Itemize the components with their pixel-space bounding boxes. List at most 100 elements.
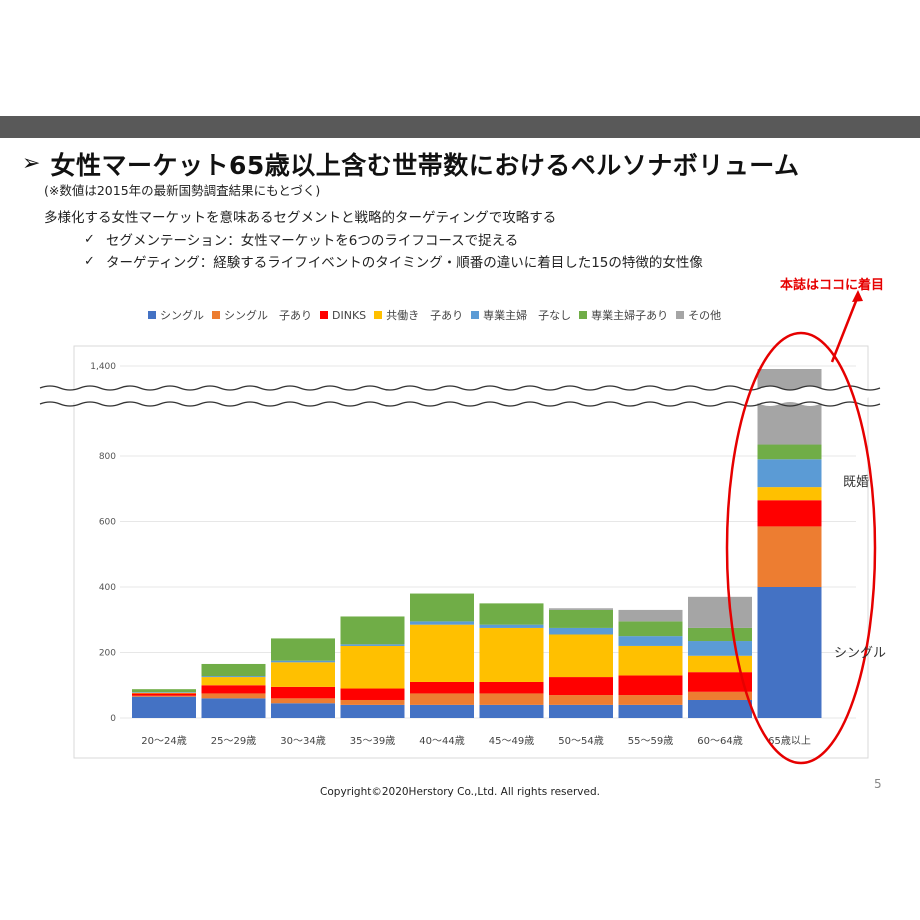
x-tick-label: 60～64歳 (697, 735, 742, 747)
legend-label: 共働き 子あり (386, 309, 464, 322)
callout-arrow-head (852, 290, 863, 302)
legend-swatch (374, 311, 383, 319)
bullet-text: ターゲティング：経験するライフイベントのタイミング・順番の違いに着目した15の特… (106, 255, 703, 271)
legend-label: その他 (688, 309, 722, 322)
bar-segment (688, 672, 752, 692)
x-tick-label: 65歳以上 (768, 735, 811, 747)
chart-legend: シングル シングル 子あり DINKS 共働き 子あり 専業主婦 子なし 専業主婦子あり そ… (148, 307, 729, 323)
legend-swatch (148, 311, 156, 319)
bar-segment (410, 681, 474, 694)
legend-swatch (471, 311, 480, 319)
bar-segment (757, 444, 822, 460)
bar-segment (410, 593, 474, 622)
bar-segment (132, 696, 196, 718)
bar-segment (132, 695, 196, 697)
y-axis-ticks: 0 200 400 600 800 1,400 (90, 362, 116, 724)
bar-segment (479, 681, 544, 694)
axis-break-band (20, 386, 880, 406)
legend-label: シングル (160, 309, 204, 322)
x-tick-label: 50～54歳 (558, 735, 603, 747)
bar-segment (201, 663, 266, 677)
axis-break-line (39, 385, 881, 391)
bar-segment (410, 621, 474, 625)
bar-segment (618, 704, 683, 718)
bar-segment (132, 693, 196, 696)
y-tick-label: 400 (99, 583, 116, 593)
bar-segment (688, 699, 752, 718)
bar-segment (132, 692, 196, 694)
bar-segment (340, 688, 405, 700)
page-title-row: ➢ 女性マーケット65歳以上含む世帯数におけるペルソナボリューム (22, 146, 799, 182)
bar-segment (549, 627, 613, 635)
bar-segment (757, 369, 822, 445)
bar-segment (201, 693, 266, 699)
bar-segment (479, 624, 544, 628)
bar-segment (479, 627, 544, 682)
bar-segment (201, 698, 266, 718)
legend-item: シングル 子あり (212, 307, 312, 323)
bar-segment (618, 636, 683, 646)
legend-item: DINKS (320, 307, 366, 323)
bullet-text: セグメンテーション：女性マーケットを6つのライフコースで捉える (106, 233, 519, 249)
bar-segment (271, 662, 335, 687)
legend-item: シングル (148, 307, 204, 323)
y-tick-label: 0 (110, 714, 116, 724)
bar-segment (618, 609, 683, 622)
bar-segment (549, 677, 613, 696)
legend-item: 専業主婦 子なし (471, 307, 571, 323)
bar-segment (757, 459, 822, 488)
bar-segment (201, 676, 266, 678)
bar-segment (618, 621, 683, 637)
data-source-note: (※数値は2015年の最新国勢調査結果にもとづく) (44, 183, 321, 198)
x-tick-label: 30～34歳 (280, 735, 325, 747)
check-icon: ✓ (84, 231, 95, 247)
bar-segment (340, 699, 405, 705)
bullet-item: ✓ セグメンテーション：女性マーケットを6つのライフコースで捉える (84, 228, 703, 250)
gridlines (120, 365, 856, 719)
bar-segment (549, 704, 613, 718)
bar-segment (410, 704, 474, 718)
bar-segment (201, 685, 266, 694)
legend-swatch (579, 311, 588, 319)
axis-break-line (39, 401, 881, 407)
bullet-list: ✓ セグメンテーション：女性マーケットを6つのライフコースで捉える ✓ ターゲテ… (84, 228, 703, 272)
bar-segment (340, 644, 405, 646)
highlight-ellipse (725, 331, 877, 765)
bar-segment (688, 655, 752, 673)
x-tick-label: 20～24歳 (141, 735, 186, 747)
x-tick-label: 25～29歳 (211, 735, 256, 747)
axis-break (20, 385, 881, 407)
bar-segment (479, 693, 544, 705)
legend-item: 専業主婦子あり (579, 307, 668, 323)
bar-segment (688, 596, 752, 628)
bar-segment (688, 691, 752, 700)
x-axis-labels: 20～24歳 25～29歳 30～34歳 35～39歳 40～44歳 45～49歳 50～5… (141, 735, 811, 747)
bar-segment (410, 624, 474, 682)
legend-label: DINKS (332, 308, 367, 322)
bar-segment (132, 689, 196, 693)
bar-segment (688, 627, 752, 642)
bar-segment (410, 693, 474, 705)
bar-segment (271, 660, 335, 663)
bar-segment (271, 638, 335, 661)
bars-group (132, 369, 822, 718)
bar-segment (201, 677, 266, 686)
page-title: 女性マーケット65歳以上含む世帯数におけるペルソナボリューム (50, 151, 800, 180)
legend-swatch (320, 311, 328, 319)
callout-arrow-line (830, 295, 860, 363)
annotation-married: 既婚 (843, 475, 869, 490)
bar-segment (340, 704, 405, 718)
bar-segment (271, 698, 335, 704)
bar-segment (549, 609, 613, 628)
y-tick-label: 200 (99, 649, 116, 659)
legend-swatch (676, 311, 685, 319)
description: 多様化する女性マーケットを意味あるセグメントと戦略的ターゲティングで攻略する (44, 210, 557, 226)
check-icon: ✓ (84, 253, 95, 269)
x-tick-label: 35～39歳 (350, 735, 395, 747)
page-number: 5 (874, 777, 882, 791)
bar-segment (618, 645, 683, 676)
legend-item: その他 (676, 307, 721, 323)
bar-segment (618, 695, 683, 705)
y-tick-label: 800 (99, 452, 116, 462)
